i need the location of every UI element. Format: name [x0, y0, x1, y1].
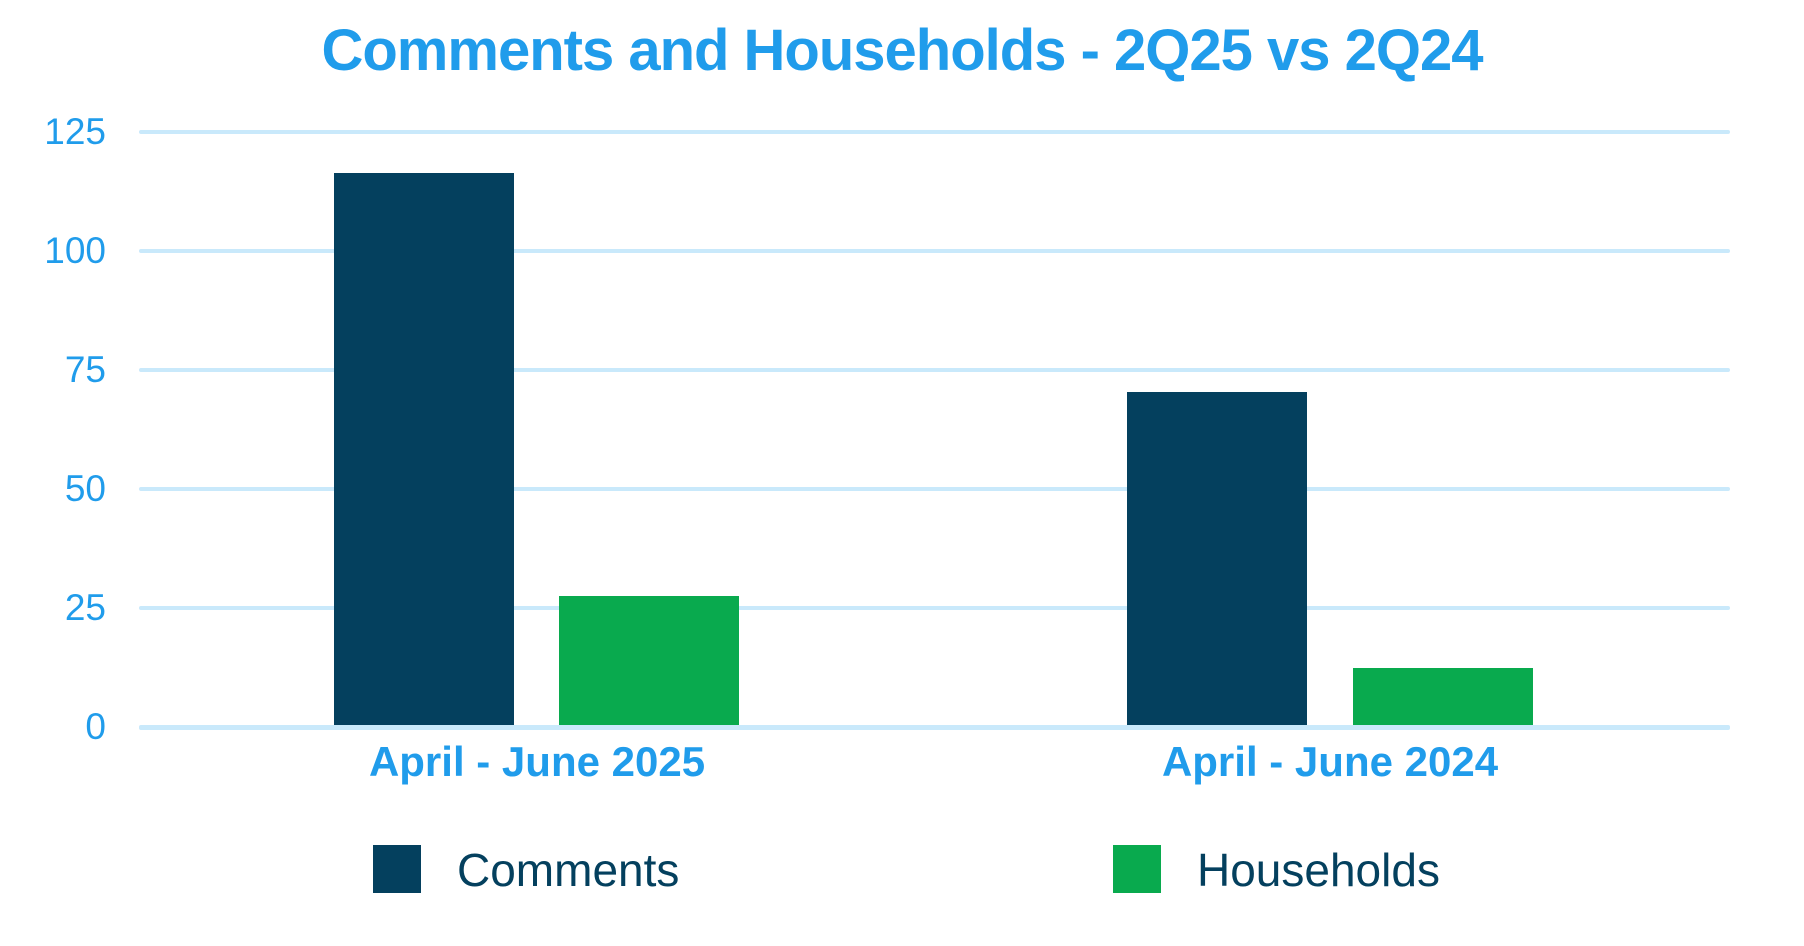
- y-tick-label-25: 25: [64, 587, 106, 628]
- households-swatch-icon: [1113, 845, 1161, 893]
- legend-label-comments: Comments: [457, 844, 680, 896]
- bar-comments-2024: [1127, 391, 1307, 725]
- legend-item-comments[interactable]: Comments: [373, 844, 773, 896]
- y-tick-label-100: 100: [44, 230, 106, 271]
- gridline-75: [139, 368, 1730, 372]
- chart-legend: Comments Households: [0, 844, 1804, 896]
- comments-swatch-icon: [373, 845, 421, 893]
- chart-title: Comments and Households - 2Q25 vs 2Q24: [321, 18, 1483, 83]
- y-tick-label-75: 75: [64, 349, 106, 390]
- x-axis-label-2025: April - June 2025: [368, 738, 706, 785]
- bar-households-2024: [1353, 667, 1533, 725]
- bar-comments-2025: [334, 172, 514, 725]
- bar-households-2025: [559, 596, 739, 725]
- gridline-125: [139, 130, 1730, 134]
- y-tick-label-50: 50: [64, 468, 106, 509]
- gridline-100: [139, 249, 1730, 253]
- x-axis-label-2024: April - June 2024: [1161, 738, 1499, 785]
- y-tick-label-125: 125: [44, 111, 106, 152]
- gridline-0: [139, 725, 1730, 730]
- gridline-25: [139, 606, 1730, 610]
- gridline-50: [139, 487, 1730, 491]
- legend-item-households[interactable]: Households: [1113, 844, 1543, 896]
- y-tick-label-0: 0: [85, 706, 106, 747]
- legend-label-households: Households: [1197, 844, 1440, 896]
